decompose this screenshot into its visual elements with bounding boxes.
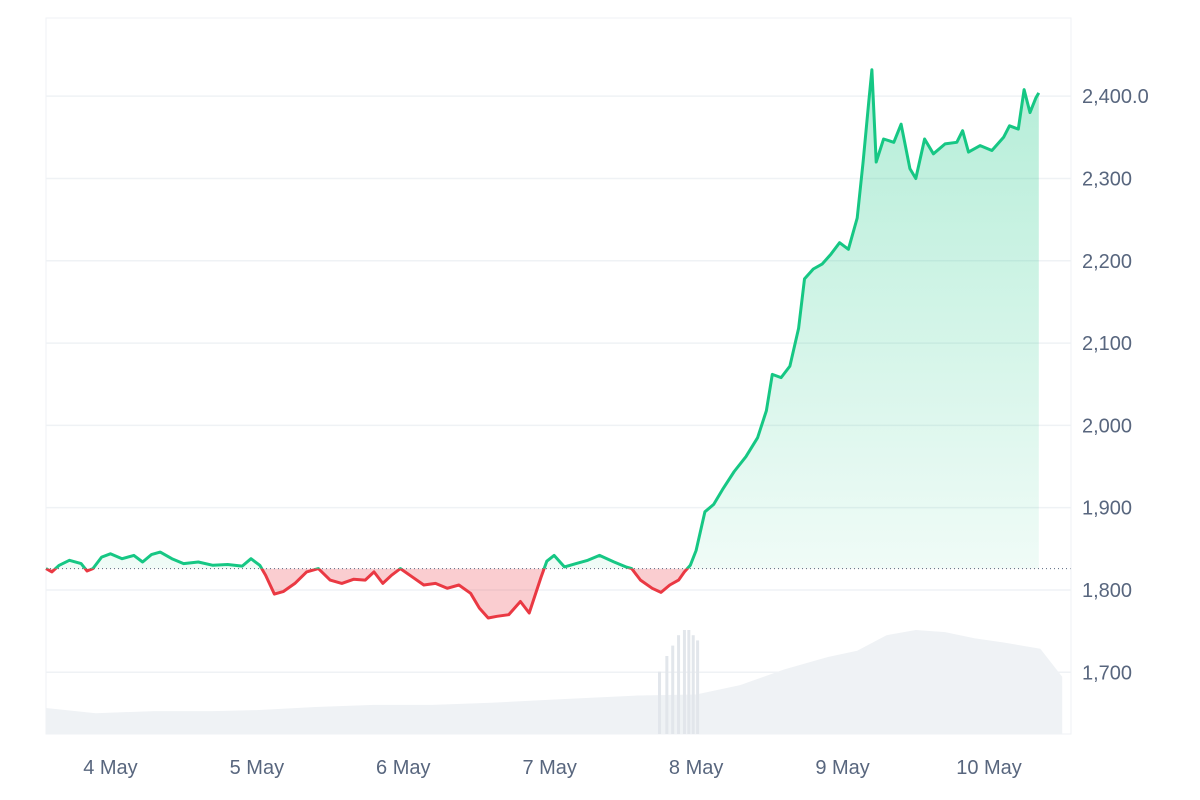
volume-spike <box>682 630 686 734</box>
price-fill-down <box>46 568 688 618</box>
y-tick-label: 1,900 <box>1082 498 1132 520</box>
y-tick-label: 2,200 <box>1082 251 1132 273</box>
y-tick-label: 1,700 <box>1082 662 1132 684</box>
volume-spike <box>687 630 691 734</box>
x-tick-label: 10 May <box>956 757 1022 779</box>
y-tick-label: 2,000 <box>1082 415 1132 437</box>
price-line-up <box>46 68 1041 569</box>
volume-spike <box>658 671 662 734</box>
x-tick-label: 8 May <box>669 757 723 779</box>
x-tick-label: 7 May <box>522 757 576 779</box>
y-tick-label: 2,100 <box>1082 333 1132 355</box>
volume-spike <box>677 635 681 734</box>
y-tick-label: 1,800 <box>1082 580 1132 602</box>
x-tick-label: 4 May <box>83 757 137 779</box>
volume-spike <box>671 645 675 734</box>
price-fill <box>46 69 1039 618</box>
x-tick-label: 9 May <box>815 757 869 779</box>
y-tick-label: 2,300 <box>1082 168 1132 190</box>
volume-spike <box>696 640 700 734</box>
volume-area <box>46 630 1063 734</box>
y-axis-labels: 2,400.0 2,300 2,200 2,100 2,000 1,900 1,800 1,7… <box>1082 86 1149 684</box>
price-fill-up <box>46 69 1039 569</box>
y-tick-label: 2,400.0 <box>1082 86 1149 108</box>
volume-spike <box>665 656 669 734</box>
volume-area-shape <box>46 630 1063 734</box>
volume-spike <box>691 635 695 734</box>
price-line <box>45 68 1041 620</box>
x-tick-label: 6 May <box>376 757 430 779</box>
x-tick-label: 5 May <box>230 757 284 779</box>
x-axis-labels: 4 May 5 May 6 May 7 May 8 May 9 May 10 May <box>83 757 1022 779</box>
